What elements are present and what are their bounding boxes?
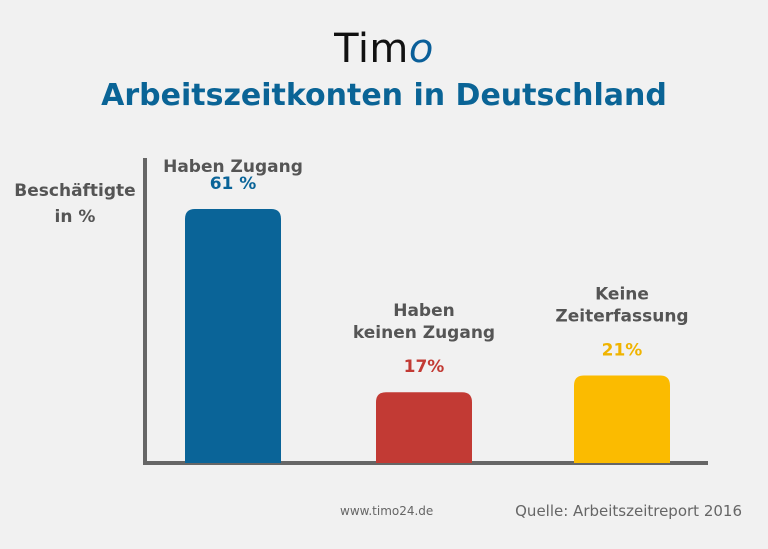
source-note: Quelle: Arbeitszeitreport 2016	[515, 502, 742, 520]
bar-3	[574, 375, 670, 463]
bar-2	[376, 392, 472, 463]
footer: www.timo24.de Quelle: Arbeitszeitreport …	[0, 502, 768, 522]
value-label-1: 61 %	[210, 174, 257, 194]
logo-text: Tim	[334, 26, 409, 72]
bar-1	[185, 209, 281, 463]
logo-accent: o	[408, 26, 434, 72]
logo: Timo	[0, 26, 768, 72]
y-axis-label-line-1: Beschäftigte	[14, 181, 136, 201]
category-label-3-line-1: Keine	[595, 285, 649, 305]
website-link[interactable]: www.timo24.de	[340, 504, 434, 518]
value-label-2: 17%	[404, 357, 445, 377]
category-label-2-line-1: Haben	[393, 301, 455, 321]
category-label-3-line-2: Zeiterfassung	[555, 307, 688, 327]
value-label-3: 21%	[602, 341, 643, 361]
y-axis-label-line-2: in %	[54, 207, 96, 227]
y-axis-label: Beschäftigte in %	[10, 178, 140, 230]
page-title: Arbeitszeitkonten in Deutschland	[101, 78, 667, 113]
category-label-2-line-2: keinen Zugang	[353, 323, 495, 343]
category-label-1-line-1: Haben Zugang	[163, 157, 303, 177]
